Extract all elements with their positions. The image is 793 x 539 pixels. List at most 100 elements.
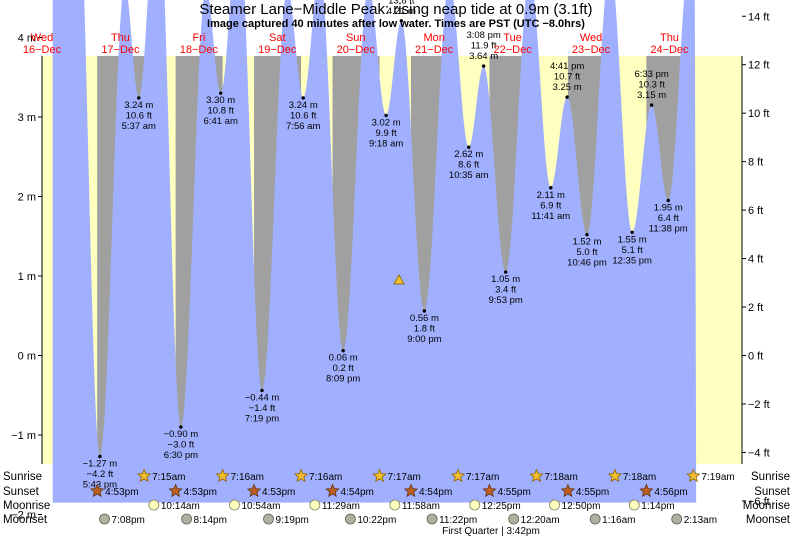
moonrise-icon bbox=[628, 499, 640, 511]
extremum-text: 8:09 pm bbox=[326, 374, 360, 385]
extremum-text: 10.6 ft bbox=[126, 110, 153, 121]
y-tick-label-m: 0 m bbox=[18, 351, 36, 363]
sunset-time: 4:56pm bbox=[654, 487, 687, 498]
extremum-text: 8.6 ft bbox=[458, 160, 479, 171]
sunrise-time: 7:15am bbox=[152, 472, 185, 483]
moonset-icon bbox=[263, 513, 274, 525]
extremum-point bbox=[666, 198, 670, 203]
day-date: 16−Dec bbox=[23, 44, 62, 56]
moonset-row-label-right: Moonset bbox=[746, 514, 791, 526]
moonset-time: 9:19pm bbox=[276, 515, 309, 526]
sunrise-icon bbox=[686, 468, 701, 483]
y-tick-label-m: 2 m bbox=[18, 192, 36, 204]
moonset-icon bbox=[344, 513, 356, 525]
extremum-text: 1.52 m bbox=[572, 237, 601, 248]
sunrise-time: 7:17am bbox=[388, 472, 421, 483]
day-of-week: Mon bbox=[423, 32, 444, 44]
extremum-text: −1.4 ft bbox=[249, 403, 276, 414]
moonset-time: 11:22pm bbox=[439, 515, 477, 526]
moonrise-row-label-right: Moonrise bbox=[743, 500, 790, 512]
sunset-time: 4:55pm bbox=[576, 487, 609, 498]
extremum-text: 5:37 am bbox=[122, 121, 156, 132]
sunrise-row-label-left: Sunrise bbox=[3, 471, 42, 483]
extremum-text: 6:30 pm bbox=[164, 450, 198, 461]
moonrise-time: 12:25pm bbox=[482, 501, 521, 512]
chart-axes: 7 m6 m5 m4 m3 m2 m1 m0 m−1 m−2 m24 ft22 … bbox=[11, 11, 770, 521]
extremum-text: 6.9 ft bbox=[540, 200, 561, 211]
y-tick-label-ft: 12 ft bbox=[748, 60, 769, 72]
y-tick-label-m: 4 m bbox=[18, 33, 36, 45]
moonrise-icon bbox=[229, 499, 240, 511]
daylight-band bbox=[693, 56, 742, 464]
extremum-text: 5.0 ft bbox=[576, 247, 597, 258]
day-date: 21−Dec bbox=[415, 44, 454, 56]
extremum-point bbox=[260, 388, 264, 393]
sunset-icon bbox=[325, 483, 340, 498]
y-tick-label-ft: 4 ft bbox=[748, 254, 763, 266]
y-tick-label-ft: 0 ft bbox=[748, 351, 763, 363]
moonrise-time: 12:50pm bbox=[562, 501, 601, 512]
extremum-text: 3:08 pm bbox=[466, 30, 500, 41]
extremum-text: 7:56 am bbox=[286, 121, 320, 132]
extremum-point bbox=[565, 95, 569, 99]
extremum-text: 0.06 m bbox=[329, 353, 358, 364]
extremum-point bbox=[422, 309, 427, 313]
low-tide-label: 3.24 m10.6 ft7:56 am bbox=[286, 100, 320, 132]
y-tick-label-ft: 8 ft bbox=[748, 157, 763, 169]
moonrise-icon bbox=[469, 499, 481, 511]
extremum-point bbox=[399, 19, 404, 23]
moonrise-icon bbox=[389, 499, 401, 511]
extremum-text: 9.9 ft bbox=[376, 128, 397, 139]
moonset-time: 8:14pm bbox=[194, 515, 227, 526]
moonrise-icon bbox=[148, 499, 160, 511]
sunrise-icon bbox=[293, 468, 309, 483]
sunset-time: 4:53pm bbox=[105, 487, 138, 498]
y-tick-label-ft: 6 ft bbox=[748, 205, 763, 217]
extremum-text: 13.8 ft bbox=[388, 0, 415, 6]
day-of-week: Thu bbox=[111, 32, 130, 44]
extremum-text: 4.21 m bbox=[387, 6, 416, 17]
extremum-text: 9:18 am bbox=[369, 138, 403, 149]
extremum-text: 2.62 m bbox=[454, 149, 483, 160]
extremum-text: 10.6 ft bbox=[290, 110, 317, 121]
sunrise-time: 7:18am bbox=[623, 472, 656, 483]
moonset-icon bbox=[671, 513, 683, 525]
y-tick-label-m: 3 m bbox=[18, 112, 36, 124]
moonset-icon bbox=[589, 513, 601, 525]
extremum-point bbox=[649, 103, 654, 107]
extremum-text: −1.27 m bbox=[83, 458, 118, 469]
sunrise-icon bbox=[136, 468, 152, 483]
extremum-point bbox=[384, 113, 388, 118]
y-tick-label-ft: −6 ft bbox=[748, 496, 770, 508]
moonrise-time: 1:14pm bbox=[641, 501, 674, 512]
day-date: 23−Dec bbox=[572, 44, 611, 56]
extremum-text: 3.15 m bbox=[637, 90, 666, 101]
low-tide-label: −0.90 m−3.0 ft6:30 pm bbox=[164, 429, 199, 461]
extremum-text: 9:00 pm bbox=[407, 334, 441, 345]
day-of-week: Wed bbox=[31, 32, 53, 44]
day-of-week: Fri bbox=[192, 32, 205, 44]
y-tick-label-ft: 10 ft bbox=[748, 108, 769, 120]
low-tide-label: −1.27 m−4.2 ft5:43 pm bbox=[83, 458, 118, 490]
tide-curve-area bbox=[52, 0, 697, 503]
moonset-row-label-left: Moonset bbox=[3, 514, 48, 526]
chart-title: Steamer Lane−Middle Peak: rising neap ti… bbox=[199, 1, 592, 18]
y-tick-label-ft: 14 ft bbox=[748, 11, 769, 23]
extremum-text: 3.02 m bbox=[372, 117, 401, 128]
moonset-time: 1:16am bbox=[602, 515, 635, 526]
extremum-text: −0.44 m bbox=[245, 392, 280, 403]
moonset-icon bbox=[181, 513, 192, 525]
low-tide-label: 0.06 m0.2 ft8:09 pm bbox=[326, 353, 360, 385]
day-date: 17−Dec bbox=[101, 44, 140, 56]
extremum-text: 7:19 pm bbox=[245, 413, 279, 424]
moonset-time: 12:20am bbox=[521, 515, 560, 526]
day-of-week: Sat bbox=[269, 32, 286, 44]
extremum-text: 3.24 m bbox=[289, 100, 318, 111]
moonset-time: 2:13am bbox=[684, 515, 717, 526]
extremum-text: 3.30 m bbox=[206, 95, 235, 106]
